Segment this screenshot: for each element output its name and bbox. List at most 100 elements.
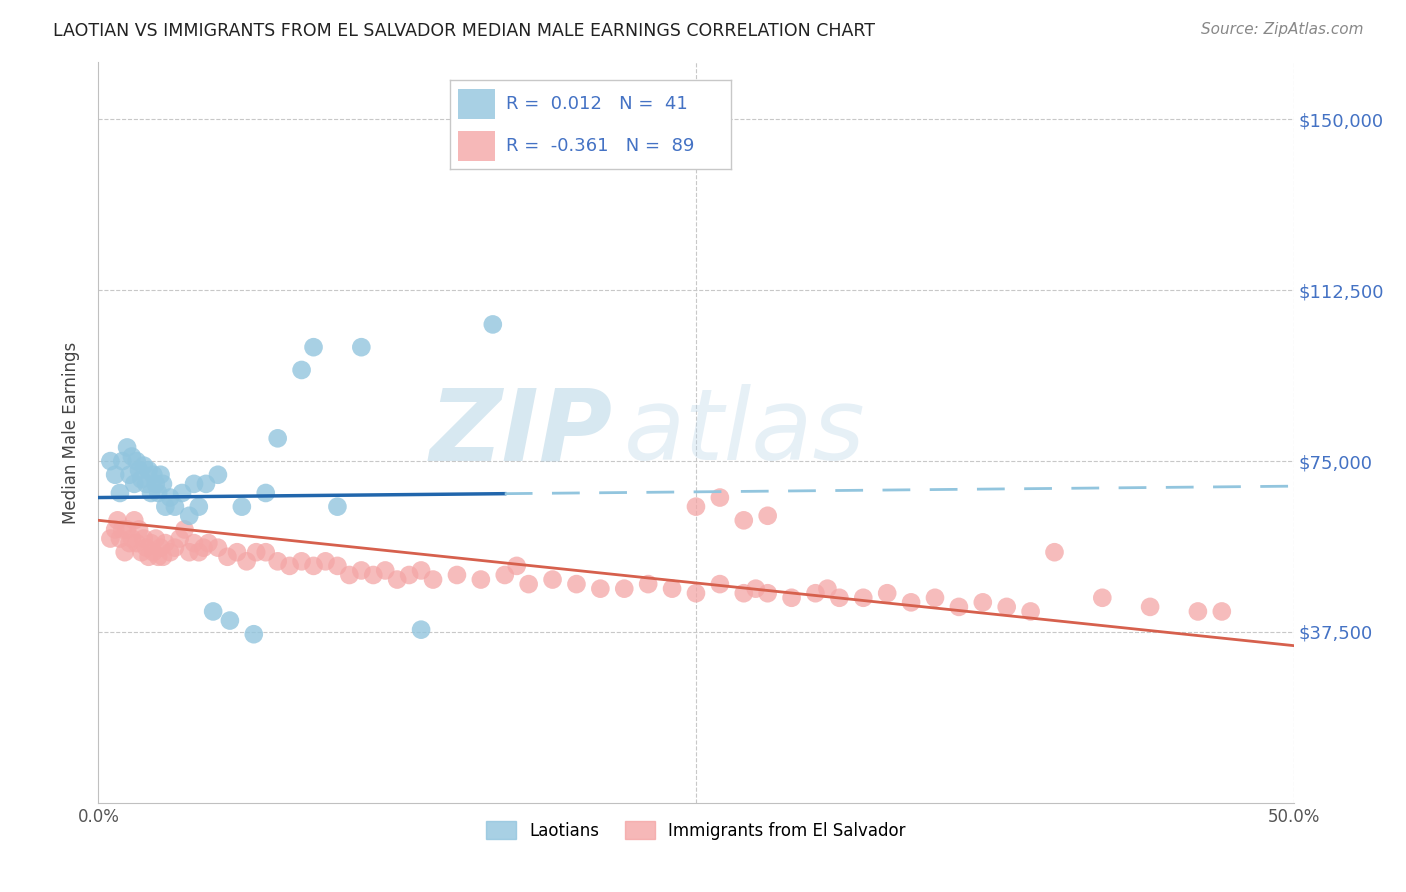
Point	[173, 523, 195, 537]
Point	[98, 454, 122, 468]
Text: atlas: atlas	[624, 384, 866, 481]
Point	[183, 536, 205, 550]
Point	[302, 558, 325, 573]
Point	[481, 318, 505, 332]
Point	[565, 577, 588, 591]
Point	[470, 573, 492, 587]
Point	[1043, 545, 1066, 559]
Point	[159, 491, 181, 505]
Point	[118, 536, 141, 550]
Point	[118, 467, 141, 482]
Point	[155, 500, 177, 514]
Text: R =  0.012   N =  41: R = 0.012 N = 41	[506, 95, 688, 113]
Point	[924, 591, 946, 605]
Point	[422, 573, 444, 587]
Point	[124, 476, 146, 491]
Point	[350, 564, 373, 578]
Point	[202, 604, 225, 618]
Point	[852, 591, 875, 605]
Point	[446, 568, 468, 582]
Legend: Laotians, Immigrants from El Salvador: Laotians, Immigrants from El Salvador	[479, 814, 912, 847]
Point	[1187, 604, 1209, 618]
Point	[108, 532, 131, 546]
Point	[756, 508, 779, 523]
Point	[169, 532, 191, 546]
Point	[876, 586, 898, 600]
Point	[385, 573, 409, 587]
Point	[685, 586, 707, 600]
Point	[1019, 604, 1042, 618]
Point	[995, 599, 1018, 614]
Point	[187, 545, 209, 559]
Point	[226, 545, 249, 559]
Point	[589, 582, 612, 596]
Point	[179, 545, 201, 559]
Point	[245, 545, 267, 559]
Point	[972, 595, 994, 609]
Point	[685, 500, 707, 514]
Point	[506, 558, 529, 573]
Point	[128, 523, 150, 537]
Text: LAOTIAN VS IMMIGRANTS FROM EL SALVADOR MEDIAN MALE EARNINGS CORRELATION CHART: LAOTIAN VS IMMIGRANTS FROM EL SALVADOR M…	[53, 22, 876, 40]
Point	[183, 476, 205, 491]
Point	[637, 577, 659, 591]
Point	[339, 568, 361, 582]
Point	[152, 549, 174, 564]
Point	[398, 568, 420, 582]
Point	[267, 431, 290, 445]
Point	[709, 577, 731, 591]
Point	[111, 523, 134, 537]
Point	[145, 532, 167, 546]
Point	[138, 549, 160, 564]
Point	[291, 554, 314, 568]
Point	[315, 554, 337, 568]
Point	[152, 476, 174, 491]
Point	[517, 577, 540, 591]
Bar	[458, 131, 495, 161]
Point	[155, 536, 177, 550]
Point	[900, 595, 922, 609]
Point	[326, 558, 349, 573]
Text: Source: ZipAtlas.com: Source: ZipAtlas.com	[1201, 22, 1364, 37]
Point	[128, 463, 150, 477]
Point	[139, 486, 162, 500]
Point	[207, 467, 229, 482]
Point	[243, 627, 266, 641]
Point	[135, 541, 157, 555]
Point	[661, 582, 683, 596]
Point	[745, 582, 768, 596]
Point	[121, 532, 143, 546]
Point	[363, 568, 385, 582]
Text: ZIP: ZIP	[429, 384, 613, 481]
Point	[114, 545, 136, 559]
Point	[135, 476, 157, 491]
Point	[733, 586, 755, 600]
Point	[107, 513, 129, 527]
Point	[948, 599, 970, 614]
Bar	[458, 89, 495, 119]
Point	[115, 523, 138, 537]
Point	[374, 564, 396, 578]
Point	[350, 340, 373, 354]
Point	[149, 467, 172, 482]
Point	[163, 541, 186, 555]
Point	[179, 508, 201, 523]
Point	[115, 441, 138, 455]
Point	[104, 467, 127, 482]
Point	[172, 486, 194, 500]
Point	[132, 458, 155, 473]
Point	[267, 554, 290, 568]
Point	[828, 591, 851, 605]
Point	[254, 545, 277, 559]
Point	[756, 586, 779, 600]
Point	[291, 363, 314, 377]
Point	[197, 536, 219, 550]
Point	[131, 545, 153, 559]
Point	[254, 486, 277, 500]
Point	[121, 450, 143, 464]
Text: R =  -0.361   N =  89: R = -0.361 N = 89	[506, 136, 695, 155]
Point	[207, 541, 229, 555]
Point	[131, 472, 153, 486]
Point	[278, 558, 301, 573]
Point	[149, 541, 172, 555]
